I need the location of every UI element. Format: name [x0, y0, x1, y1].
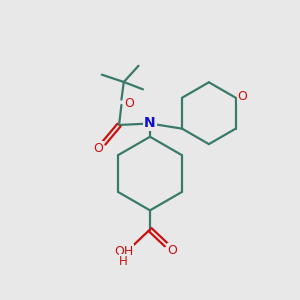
Text: O: O: [168, 244, 178, 256]
Text: O: O: [237, 90, 247, 103]
Text: N: N: [144, 116, 156, 130]
Text: OH: OH: [114, 245, 133, 258]
Text: O: O: [125, 97, 135, 110]
Text: H: H: [119, 254, 128, 268]
Text: O: O: [94, 142, 103, 155]
